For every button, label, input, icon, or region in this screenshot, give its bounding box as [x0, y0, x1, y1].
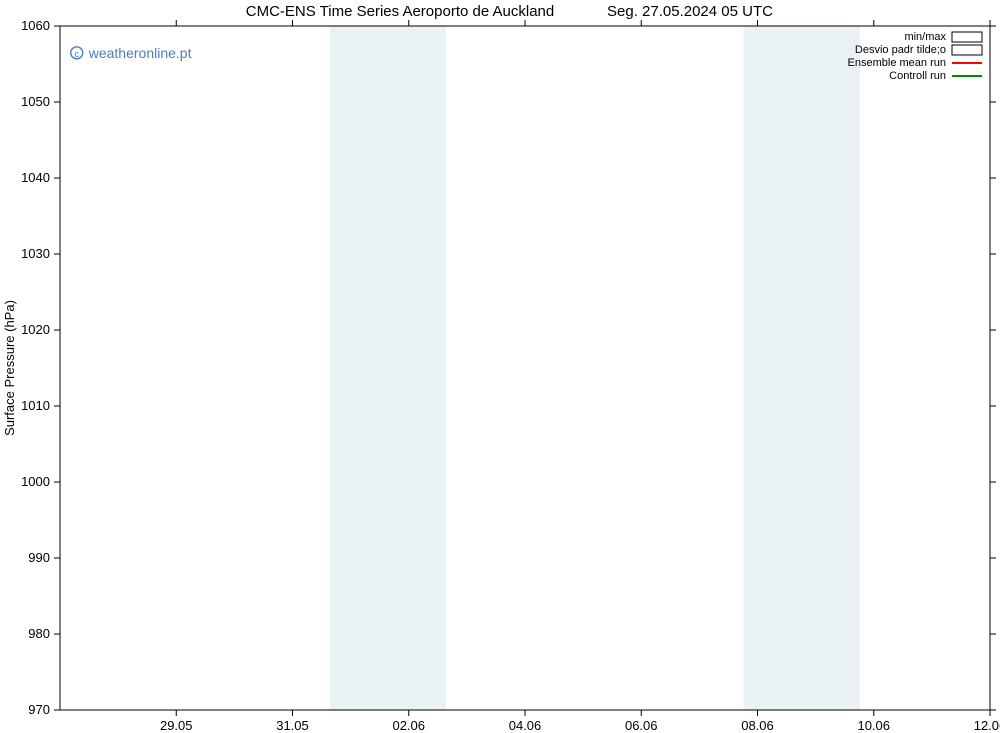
legend-swatch — [952, 32, 982, 42]
legend-swatch — [952, 45, 982, 55]
x-tick-label: 02.06 — [392, 718, 425, 733]
x-tick-label: 12.06 — [974, 718, 1000, 733]
shaded-weekend-band — [330, 26, 446, 710]
x-tick-label: 10.06 — [857, 718, 890, 733]
chart-container: 970 980 990 1000 1010 1020 1030 1040 1050 1060 29.… — [0, 0, 1000, 733]
y-tick-label: 990 — [28, 550, 50, 565]
x-tick-label: 08.06 — [741, 718, 774, 733]
legend-label: Desvio padr tilde;o — [855, 44, 946, 56]
y-tick-label: 1060 — [21, 18, 50, 33]
legend-label: Ensemble mean run — [848, 57, 946, 69]
shaded-weekend-band — [744, 26, 860, 710]
chart-title-left: CMC-ENS Time Series Aeroporto de Aucklan… — [246, 3, 554, 20]
y-tick-label: 980 — [28, 626, 50, 641]
watermark-icon: c — [74, 49, 79, 59]
legend-label: min/max — [904, 31, 946, 43]
x-tick-label: 31.05 — [276, 718, 309, 733]
y-tick-label: 1040 — [21, 170, 50, 185]
y-tick-label: 1030 — [21, 246, 50, 261]
x-tick-label: 04.06 — [509, 718, 542, 733]
y-tick-label: 1020 — [21, 322, 50, 337]
chart-title-right: Seg. 27.05.2024 05 UTC — [607, 3, 773, 20]
pressure-chart: 970 980 990 1000 1010 1020 1030 1040 1050 1060 29.… — [0, 0, 1000, 733]
y-tick-label: 1000 — [21, 474, 50, 489]
x-tick-label: 06.06 — [625, 718, 658, 733]
y-tick-label: 1050 — [21, 94, 50, 109]
watermark-text: weatheronline.pt — [88, 45, 192, 61]
legend-label: Controll run — [889, 70, 946, 82]
y-tick-label: 970 — [28, 702, 50, 717]
x-tick-label: 29.05 — [160, 718, 193, 733]
y-axis-label: Surface Pressure (hPa) — [2, 300, 17, 436]
y-tick-label: 1010 — [21, 398, 50, 413]
